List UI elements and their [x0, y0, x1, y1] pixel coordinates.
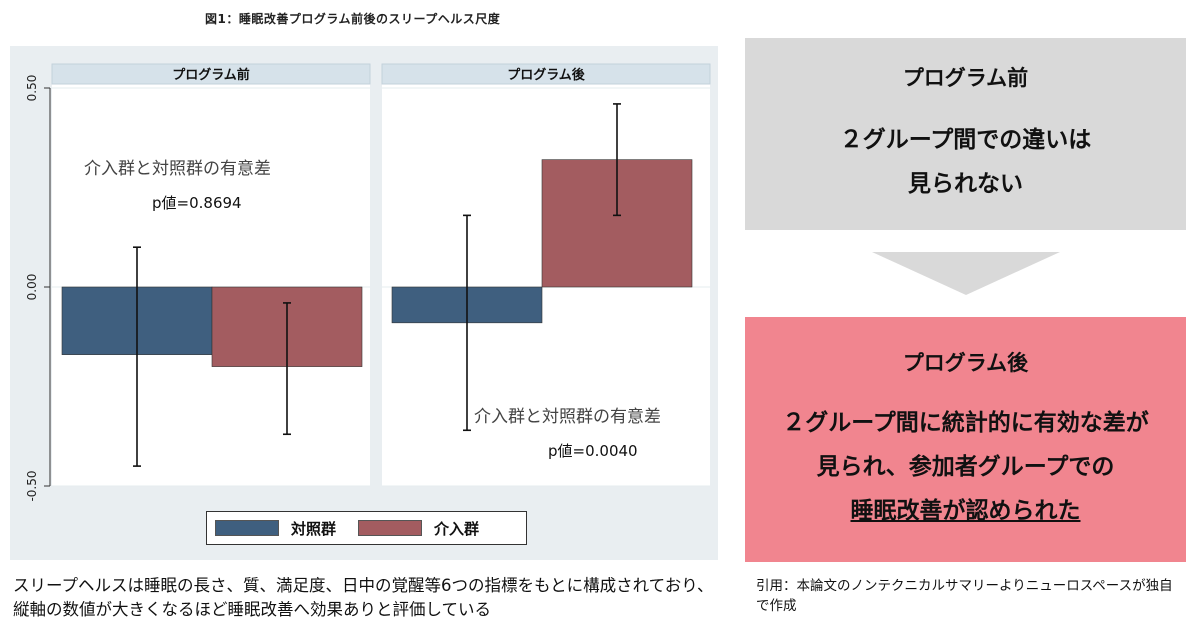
legend-label-intervention: 介入群 [434, 519, 480, 538]
legend-label-control: 対照群 [291, 519, 337, 538]
panel-background [52, 84, 370, 486]
figure-title: 図1：睡眠改善プログラム前後のスリープヘルス尺度 [205, 12, 501, 26]
summary-after-heading: プログラム後 [902, 351, 1029, 375]
chart-area: -0.50 0.00 0.50 プログラム前介入群と対照群の有意差 p値=0.8694 プ… [10, 46, 718, 560]
panel-strip [381, 63, 711, 85]
legend-item-control: 対照群 [215, 518, 350, 539]
citation-note: 引用：本論文のノンテクニカルサマリーよりニューロスペースが独自で作成 [756, 578, 1173, 614]
summary-after-line2: 見られ、参加者グループでの [816, 454, 1115, 480]
annotation-label: 介入群と対照群の有意差 [474, 407, 661, 427]
legend-item-intervention: 介入群 [358, 518, 493, 539]
panel-title: プログラム後 [507, 67, 586, 83]
figure-caption: スリープヘルスは睡眠の長さ、質、満足度、日中の覚醒等6つの指標をもとに構成されて… [13, 576, 714, 619]
panel-title: プログラム前 [172, 67, 250, 83]
summary-after-box: プログラム後 ２グループ間に統計的に有効な差が 見られ、参加者グループでの 睡眠… [745, 317, 1186, 562]
legend-swatch-intervention [358, 520, 423, 536]
legend-swatch-control [215, 520, 279, 536]
summary-before-heading: プログラム前 [902, 66, 1029, 90]
y-tick-label: 0.50 [25, 75, 39, 102]
chart-legend: 対照群 介入群 [206, 511, 527, 545]
summary-before-box: プログラム前 ２グループ間での違いは 見られない [745, 38, 1186, 230]
summary-after-line1: ２グループ間に統計的に有効な差が [782, 410, 1149, 436]
annotation-pvalue: p値=0.0040 [548, 442, 638, 460]
y-tick-label: 0.00 [25, 274, 39, 301]
down-arrow-icon [872, 252, 1060, 295]
y-tick-label: -0.50 [25, 470, 39, 501]
summary-before-line2: 見られない [908, 171, 1023, 197]
summary-before-line1: ２グループ間での違いは [839, 127, 1092, 153]
annotation-label: 介入群と対照群の有意差 [84, 159, 271, 179]
panel-strip [51, 63, 371, 85]
annotation-pvalue: p値=0.8694 [152, 194, 242, 212]
summary-after-line3: 睡眠改善が認められた [850, 498, 1081, 524]
